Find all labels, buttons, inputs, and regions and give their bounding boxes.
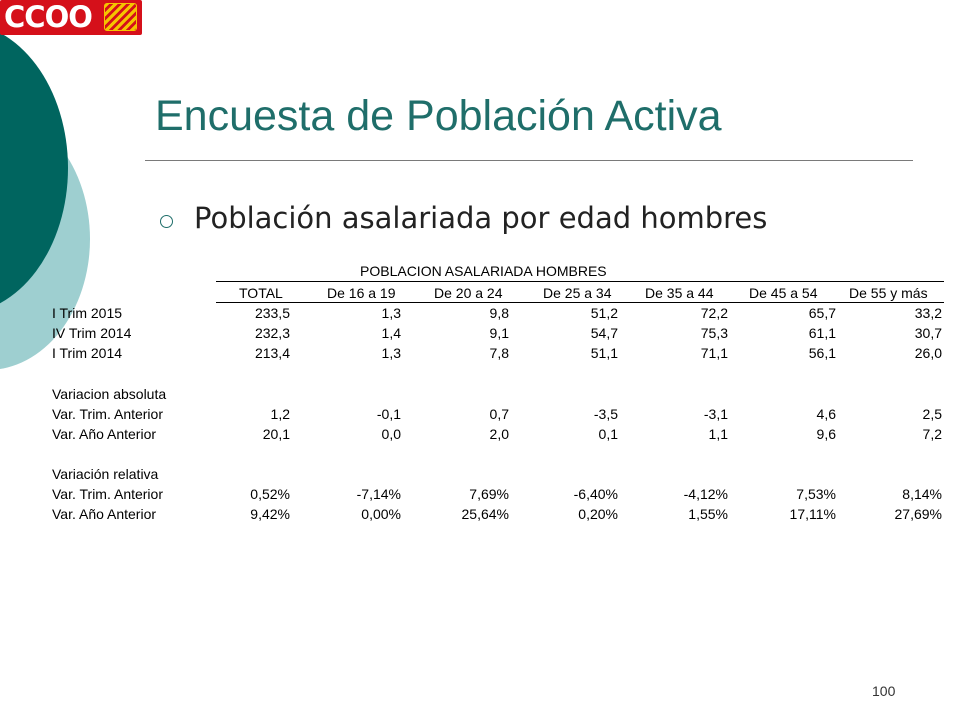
table-cell: 0,1 [598, 426, 618, 442]
table-cell: 7,8 [489, 345, 509, 361]
table-cell: 9,8 [489, 305, 509, 321]
row-label: IV Trim 2014 [52, 325, 132, 341]
table-cell: 71,1 [700, 345, 728, 361]
table-cell: 56,1 [808, 345, 836, 361]
table-cell: 232,3 [254, 325, 290, 341]
row-label: I Trim 2014 [52, 345, 123, 361]
table-cell: 30,7 [914, 325, 942, 341]
table-cell: 72,2 [700, 305, 728, 321]
row-label: Var. Trim. Anterior [52, 406, 163, 422]
row-label: Var. Año Anterior [52, 426, 157, 442]
table-cell: 0,52% [250, 486, 290, 502]
row-label: Var. Trim. Anterior [52, 486, 163, 502]
ccoo-logo: CCOO [0, 0, 142, 35]
table-cell: 8,14% [902, 486, 942, 502]
table-cell: 0,7 [489, 406, 509, 422]
table-cell: 1,2 [270, 406, 290, 422]
table-cell: 0,20% [578, 506, 618, 522]
column-header: De 16 a 19 [327, 285, 396, 301]
table-cell: 213,4 [254, 345, 290, 361]
column-header: TOTAL [239, 285, 283, 301]
table-cell: 51,2 [590, 305, 618, 321]
title-divider [145, 160, 913, 161]
table-cell: -4,12% [683, 486, 728, 502]
table-cell: -6,40% [573, 486, 618, 502]
table-columns-rule [216, 302, 944, 303]
table-cell: 27,69% [894, 506, 942, 522]
row-label: Var. Año Anterior [52, 506, 157, 522]
row-label: Variación relativa [52, 466, 159, 482]
table-cell: 9,42% [250, 506, 290, 522]
row-label: Variacion absoluta [52, 386, 167, 402]
table-cell: 2,5 [922, 406, 942, 422]
table-cell: 1,3 [381, 345, 401, 361]
table-cell: 25,64% [461, 506, 509, 522]
table-cell: 17,11% [789, 506, 836, 522]
table-cell: 233,5 [254, 305, 290, 321]
table-cell: 7,69% [469, 486, 509, 502]
table-cell: 1,3 [381, 305, 401, 321]
table-cell: 26,0 [914, 345, 942, 361]
table-cell: 9,1 [489, 325, 509, 341]
page-number: 100 [872, 683, 896, 699]
table-cell: 4,6 [816, 406, 836, 422]
table-cell: 1,1 [708, 426, 728, 442]
bullet-circle-icon [160, 215, 173, 228]
logo-text: CCOO [4, 0, 93, 34]
table-cell: 61,1 [808, 325, 836, 341]
table-cell: 7,2 [922, 426, 942, 442]
table-cell: -3,5 [593, 406, 618, 422]
table-cell: 2,0 [489, 426, 509, 442]
table-cell: 75,3 [700, 325, 728, 341]
table-cell: 7,53% [796, 486, 836, 502]
table-cell: 1,4 [381, 325, 401, 341]
aragon-flag-icon [104, 3, 137, 31]
column-header: De 45 a 54 [749, 285, 818, 301]
table-cell: 1,55% [688, 506, 728, 522]
table-header-rule [216, 281, 944, 282]
slide-title: Encuesta de Población Activa [155, 92, 722, 140]
table-cell: 20,1 [262, 426, 290, 442]
bullet-text: Población asalariada por edad hombres [194, 201, 768, 235]
column-header: De 55 y más [849, 285, 928, 301]
column-header: De 35 a 44 [645, 285, 714, 301]
table-cell: 51,1 [590, 345, 618, 361]
column-header: De 20 a 24 [434, 285, 503, 301]
row-label: I Trim 2015 [52, 305, 123, 321]
table-title: POBLACION ASALARIADA HOMBRES [360, 263, 607, 279]
table-cell: -3,1 [703, 406, 728, 422]
table-cell: 9,6 [816, 426, 836, 442]
table-cell: 33,2 [914, 305, 942, 321]
table-cell: 0,0 [381, 426, 401, 442]
table-cell: 54,7 [590, 325, 618, 341]
table-cell: 0,00% [361, 506, 401, 522]
column-header: De 25 a 34 [543, 285, 612, 301]
table-cell: -0,1 [376, 406, 401, 422]
table-cell: 65,7 [808, 305, 836, 321]
table-cell: -7,14% [356, 486, 401, 502]
